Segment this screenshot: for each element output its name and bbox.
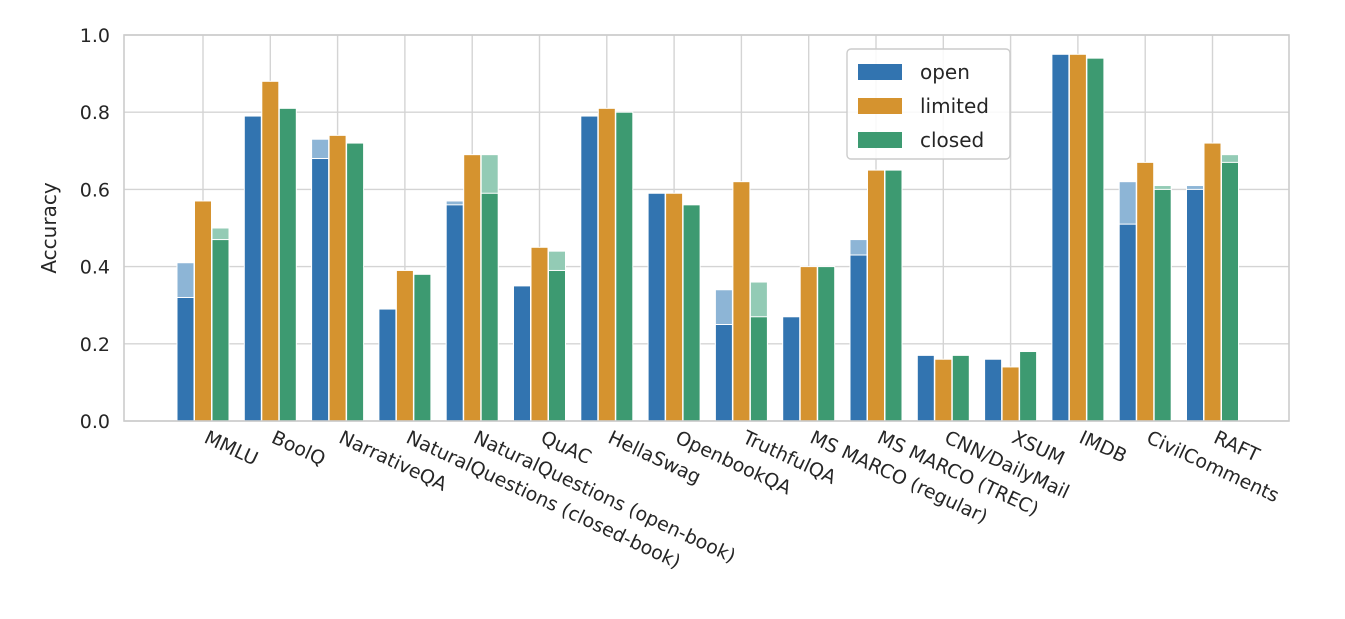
plot-border <box>123 34 1290 422</box>
bar-closed <box>1086 57 1105 422</box>
bar-closed <box>951 354 970 422</box>
bar-closed <box>1221 161 1239 422</box>
bar-closed <box>211 239 230 422</box>
bar-open <box>378 308 397 422</box>
y-tick-labels: 0.0 0.2 0.4 0.6 0.8 1.0 <box>80 25 110 433</box>
bar-limited <box>463 154 482 422</box>
bar-open <box>580 115 599 422</box>
x-tick-label: BoolQ <box>268 427 329 471</box>
bar-open <box>714 324 733 422</box>
bar-closed <box>817 266 836 422</box>
bar-limited <box>395 269 414 422</box>
bar-limited <box>1001 366 1020 422</box>
bar-closed <box>1019 351 1038 422</box>
y-tick-label: 0.0 <box>80 411 110 433</box>
bar-limited <box>194 200 212 422</box>
bar-limited <box>665 192 684 422</box>
legend-swatch-closed <box>858 132 902 148</box>
bar-limited <box>530 246 549 422</box>
bar-open <box>984 358 1003 422</box>
bar-limited <box>1068 53 1087 422</box>
bar-limited <box>328 134 347 422</box>
bar-open <box>647 192 666 422</box>
bar-open <box>916 354 935 422</box>
legend-swatch-limited <box>858 98 902 114</box>
bar-open <box>311 158 330 422</box>
y-tick-label: 0.4 <box>80 257 110 279</box>
legend-label-open: open <box>920 60 970 84</box>
x-tick-label: IMDB <box>1076 427 1130 468</box>
y-tick-label: 1.0 <box>80 25 110 47</box>
bar-closed <box>1153 188 1172 422</box>
bar-closed <box>749 316 768 422</box>
bar-limited <box>867 169 885 422</box>
legend: open limited closed <box>846 48 1011 160</box>
bar-closed <box>346 142 365 422</box>
bar-open <box>849 254 868 422</box>
bar-closed <box>480 192 499 422</box>
legend-swatch-open <box>858 64 902 80</box>
bar-closed <box>884 169 903 422</box>
bar-closed <box>615 111 634 422</box>
x-tick-label: MMLU <box>201 427 261 471</box>
bar-open <box>1118 223 1137 422</box>
bar-limited <box>597 107 616 422</box>
bar-limited <box>1203 142 1222 422</box>
bar-open <box>513 285 531 422</box>
legend-label-closed: closed <box>920 128 984 152</box>
bar-closed <box>278 107 297 422</box>
bar-closed <box>682 204 701 422</box>
bar-closed <box>548 269 566 422</box>
bars-layer <box>176 53 1239 422</box>
bar-limited <box>934 358 953 422</box>
bar-open <box>1186 188 1204 422</box>
bar-open <box>445 204 464 422</box>
y-axis-label: Accuracy <box>37 182 61 273</box>
grid-layer <box>124 34 1289 422</box>
legend-label-limited: limited <box>920 94 989 118</box>
bar-open <box>1051 53 1070 422</box>
bar-open <box>243 115 262 422</box>
bar-open <box>782 316 801 422</box>
x-tick-label: CivilComments <box>1143 427 1282 508</box>
bar-open <box>176 296 195 422</box>
plot-frame <box>123 34 1290 422</box>
bar-limited <box>732 181 751 422</box>
bar-limited <box>261 80 280 422</box>
y-tick-label: 0.8 <box>80 102 110 124</box>
y-tick-label: 0.2 <box>80 334 110 356</box>
y-tick-label: 0.6 <box>80 179 110 201</box>
bar-closed <box>413 273 432 422</box>
bar-limited <box>1136 161 1155 422</box>
bar-limited <box>799 266 818 422</box>
